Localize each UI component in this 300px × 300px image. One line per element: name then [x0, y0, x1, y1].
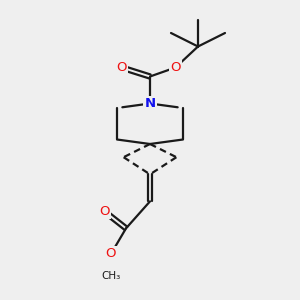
Text: O: O [170, 61, 181, 74]
Text: O: O [100, 206, 110, 218]
Text: O: O [116, 61, 127, 74]
Text: N: N [144, 97, 156, 110]
Text: O: O [106, 248, 116, 260]
Text: CH₃: CH₃ [101, 272, 121, 281]
